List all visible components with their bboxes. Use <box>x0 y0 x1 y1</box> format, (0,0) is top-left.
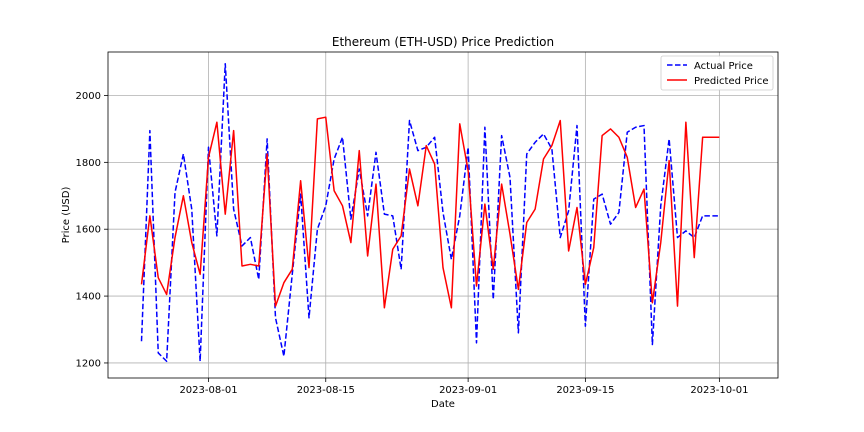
x-tick-label: 2023-08-01 <box>179 385 237 396</box>
x-tick-label: 2023-10-01 <box>690 385 748 396</box>
y-tick-label: 1600 <box>76 225 101 236</box>
x-tick-label: 2023-09-15 <box>556 385 614 396</box>
legend-box <box>660 55 774 91</box>
chart-title: Ethereum (ETH-USD) Price Prediction <box>332 35 554 49</box>
y-axis-label: Price (USD) <box>61 187 72 244</box>
series-line-actual-price <box>140 62 720 363</box>
y-tick-label: 1200 <box>76 358 101 369</box>
legend: Actual Price Predicted Price <box>660 55 774 91</box>
x-tick-label: 2023-08-15 <box>297 385 355 396</box>
series-line-predicted-price <box>140 116 720 309</box>
series-layer <box>140 62 720 363</box>
y-axis-ticks: 1200 1400 1600 1800 2000 <box>76 91 108 369</box>
x-axis-ticks: 2023-08-01 2023-08-15 2023-09-01 2023-09-15… <box>179 378 748 396</box>
plot-frame <box>107 51 779 379</box>
y-tick-label: 1800 <box>76 158 101 169</box>
x-tick-label: 2023-09-01 <box>439 385 497 396</box>
y-tick-label: 2000 <box>76 91 101 102</box>
y-tick-label: 1400 <box>76 292 101 303</box>
x-axis-label: Date <box>431 399 455 410</box>
legend-label-actual: Actual Price <box>694 61 753 72</box>
legend-label-predicted: Predicted Price <box>694 76 769 87</box>
